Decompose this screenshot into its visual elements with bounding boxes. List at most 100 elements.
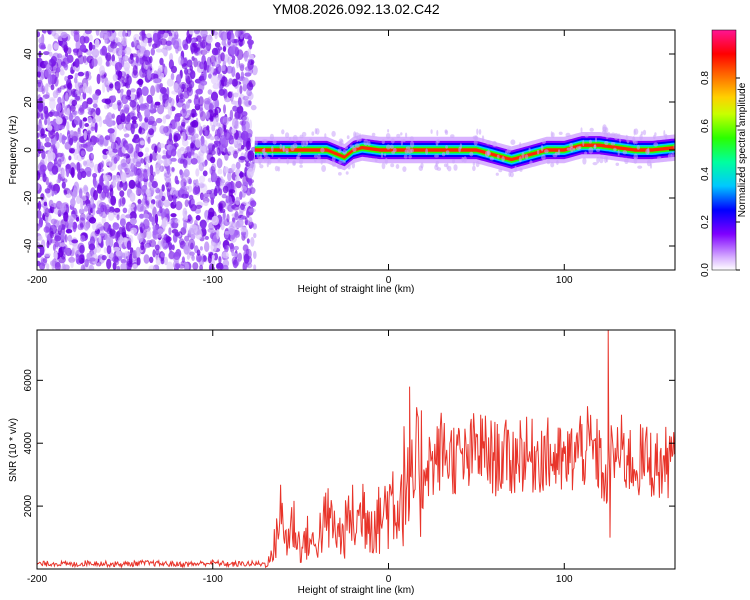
noise-speckle bbox=[229, 46, 236, 56]
noise-speckle bbox=[77, 107, 85, 116]
ridge-halo-speckle bbox=[299, 164, 303, 168]
noise-speckle bbox=[149, 173, 155, 183]
noise-speckle bbox=[190, 70, 196, 80]
noise-speckle bbox=[191, 113, 195, 118]
noise-speckle bbox=[208, 263, 215, 270]
ridge-halo-speckle bbox=[552, 153, 558, 158]
noise-speckle bbox=[72, 135, 78, 143]
noise-speckle bbox=[43, 201, 48, 207]
noise-speckle bbox=[191, 56, 195, 61]
noise-speckle bbox=[179, 92, 184, 100]
noise-speckle bbox=[231, 163, 236, 171]
noise-speckle bbox=[119, 71, 127, 78]
noise-speckle bbox=[60, 40, 68, 48]
noise-speckle bbox=[253, 264, 257, 270]
snr-series-line bbox=[37, 330, 675, 569]
y-tick-label: -40 bbox=[23, 238, 34, 253]
noise-speckle bbox=[67, 47, 72, 55]
noise-speckle bbox=[248, 79, 256, 88]
noise-speckle bbox=[152, 249, 156, 258]
y-tick-label: 0 bbox=[23, 147, 34, 153]
noise-speckle bbox=[215, 114, 220, 123]
noise-speckle bbox=[155, 117, 163, 124]
noise-speckle bbox=[164, 172, 172, 178]
noise-speckle bbox=[37, 183, 42, 194]
colorbar-ticks: 0.0 0.2 0.4 0.6 0.8 bbox=[700, 71, 740, 277]
noise-speckle bbox=[49, 152, 56, 161]
ridge-halo-speckle bbox=[435, 139, 439, 147]
noise-speckle bbox=[183, 219, 187, 230]
noise-speckle bbox=[181, 149, 188, 154]
noise-speckle bbox=[97, 222, 103, 228]
noise-speckle bbox=[155, 248, 160, 256]
noise-speckle bbox=[203, 100, 211, 111]
ridge-halo-speckle bbox=[400, 132, 403, 136]
ridge-halo-speckle bbox=[435, 160, 439, 165]
noise-speckle bbox=[106, 192, 111, 199]
noise-speckle bbox=[190, 204, 197, 212]
noise-speckle bbox=[37, 224, 42, 229]
noise-speckle bbox=[231, 66, 236, 78]
noise-speckle bbox=[109, 83, 114, 89]
ridge-halo-speckle bbox=[610, 142, 616, 146]
noise-speckle bbox=[44, 110, 49, 120]
noise-speckle bbox=[181, 131, 186, 143]
noise-speckle bbox=[250, 236, 255, 247]
noise-speckle bbox=[232, 117, 239, 129]
noise-speckle bbox=[94, 38, 100, 48]
noise-speckle bbox=[159, 125, 166, 134]
noise-speckle bbox=[156, 104, 165, 115]
ridge-halo-speckle bbox=[311, 131, 315, 136]
noise-speckle bbox=[107, 128, 115, 134]
noise-speckle bbox=[106, 180, 110, 190]
ridge-halo-speckle bbox=[637, 165, 643, 169]
noise-speckle bbox=[170, 157, 177, 162]
noise-speckle bbox=[163, 199, 170, 208]
noise-speckle bbox=[219, 265, 224, 270]
noise-speckle bbox=[186, 147, 190, 153]
noise-speckle bbox=[40, 193, 45, 201]
noise-speckle bbox=[184, 68, 189, 75]
noise-speckle bbox=[188, 33, 192, 43]
noise-speckle bbox=[64, 141, 72, 150]
noise-speckle bbox=[59, 202, 67, 213]
ridge-halo-speckle bbox=[495, 172, 499, 176]
noise-speckle bbox=[106, 80, 111, 86]
noise-speckle bbox=[91, 58, 98, 67]
noise-speckle bbox=[203, 70, 207, 81]
noise-speckle bbox=[80, 198, 84, 210]
ridge-halo-speckle bbox=[402, 139, 406, 143]
noise-speckle bbox=[246, 238, 250, 244]
noise-speckle bbox=[53, 43, 59, 50]
noise-speckle bbox=[116, 99, 122, 106]
ridge-halo-speckle bbox=[566, 147, 572, 151]
noise-speckle bbox=[154, 145, 158, 154]
noise-speckle bbox=[131, 53, 138, 58]
noise-speckle bbox=[168, 242, 173, 251]
ridge-halo-speckle bbox=[306, 141, 309, 145]
noise-speckle bbox=[63, 211, 69, 222]
noise-speckle bbox=[228, 78, 233, 85]
noise-speckle bbox=[189, 251, 195, 256]
ridge-halo-speckle bbox=[604, 156, 607, 164]
noise-speckle bbox=[124, 55, 129, 61]
noise-speckle bbox=[253, 232, 257, 239]
noise-speckle bbox=[110, 141, 117, 151]
ridge-halo-speckle bbox=[387, 129, 390, 133]
noise-speckle bbox=[170, 213, 177, 218]
noise-speckle bbox=[44, 188, 51, 194]
noise-speckle bbox=[155, 48, 163, 53]
noise-speckle bbox=[38, 97, 43, 103]
noise-speckle bbox=[231, 217, 236, 222]
noise-speckle bbox=[214, 42, 221, 48]
ridge-halo-speckle bbox=[381, 162, 386, 170]
noise-speckle bbox=[146, 240, 153, 245]
noise-speckle bbox=[207, 228, 215, 233]
noise-speckle bbox=[198, 96, 204, 107]
noise-speckle bbox=[175, 201, 183, 211]
ridge-halo-speckle bbox=[338, 159, 343, 164]
ridge-halo-speckle bbox=[474, 135, 479, 141]
ridge-halo-speckle bbox=[269, 133, 274, 141]
ridge-halo-speckle bbox=[345, 171, 349, 175]
noise-speckle bbox=[167, 106, 173, 117]
